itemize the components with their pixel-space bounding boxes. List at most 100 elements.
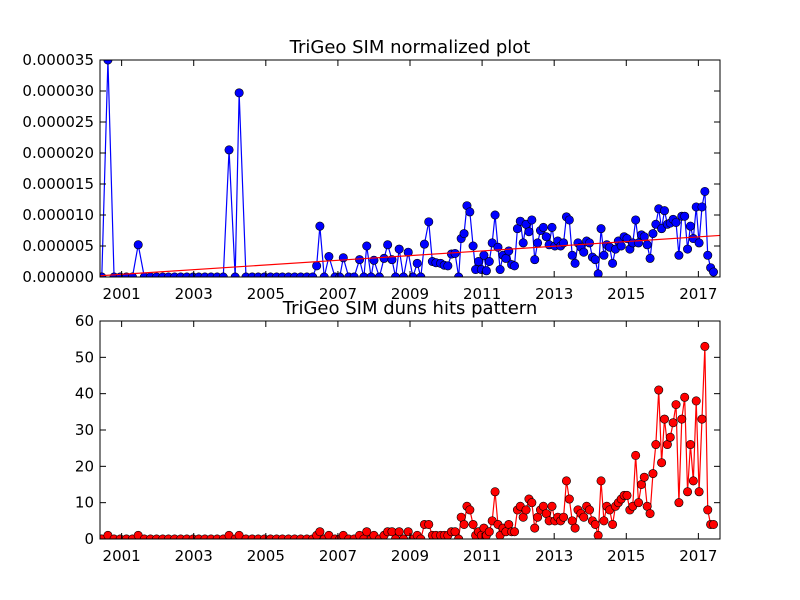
data-point — [561, 476, 571, 486]
data-point — [362, 241, 372, 251]
data-point — [419, 239, 429, 249]
data-point — [683, 244, 693, 254]
data-point — [518, 238, 528, 248]
x-tick-label: 2015 — [607, 285, 645, 303]
data-point — [465, 505, 475, 515]
data-point — [665, 432, 675, 442]
data-point — [570, 523, 580, 533]
data-point — [490, 210, 500, 220]
data-point — [468, 519, 478, 529]
data-point — [659, 414, 669, 424]
data-point — [547, 501, 557, 511]
data-point — [668, 418, 678, 428]
y-tick-label: 0.000025 — [22, 113, 94, 131]
data-point — [403, 247, 413, 257]
data-point — [484, 256, 494, 266]
top-chart-title: TriGeo SIM normalized plot — [289, 37, 531, 58]
trend-line — [100, 234, 720, 277]
data-point — [484, 527, 494, 537]
data-point — [680, 392, 690, 402]
axes-frame — [99, 59, 721, 278]
data-point — [473, 256, 483, 266]
data-point — [481, 266, 491, 276]
x-tick-label: 2001 — [103, 547, 141, 565]
data-point — [622, 490, 632, 500]
data-point — [654, 385, 664, 395]
data-point — [642, 240, 652, 250]
data-point — [424, 217, 434, 227]
data-point — [674, 498, 684, 508]
data-point — [700, 186, 710, 196]
data-point — [234, 88, 244, 98]
data-point — [671, 217, 681, 227]
data-point — [616, 241, 626, 251]
x-tick-label: 2007 — [319, 547, 357, 565]
data-point — [590, 255, 600, 265]
data-point — [671, 400, 681, 410]
x-tick-label: 2005 — [247, 285, 285, 303]
data-point — [103, 60, 113, 65]
data-point — [648, 469, 658, 479]
x-tick-label: 2015 — [607, 547, 645, 565]
data-point — [709, 267, 719, 277]
y-tick-label: 0 — [84, 530, 94, 548]
x-tick-label: 2017 — [679, 285, 717, 303]
data-point — [538, 222, 548, 232]
data-point — [685, 221, 695, 231]
data-point — [512, 224, 522, 234]
data-point — [631, 215, 641, 225]
data-point — [645, 253, 655, 263]
plot-area — [100, 341, 719, 539]
data-point — [700, 341, 710, 351]
data-point — [585, 238, 595, 248]
data-point — [510, 527, 520, 537]
data-point — [387, 255, 397, 265]
data-point — [685, 440, 695, 450]
data-point — [362, 527, 372, 537]
data-point — [133, 240, 143, 250]
y-tick-label: 0.000015 — [22, 175, 94, 193]
data-point — [596, 476, 606, 486]
y-tick-label: 40 — [75, 385, 94, 403]
data-point — [599, 516, 609, 526]
axes-frame — [99, 320, 721, 540]
data-point — [694, 238, 704, 248]
y-tick-label: 20 — [75, 457, 94, 475]
data-point — [683, 487, 693, 497]
data-point — [691, 396, 701, 406]
data-point — [403, 527, 413, 537]
data-point — [559, 512, 569, 522]
data-point — [680, 211, 690, 221]
data-point — [383, 240, 393, 250]
data-point — [564, 215, 574, 225]
data-point — [703, 250, 713, 260]
data-point — [424, 519, 434, 529]
x-tick-label: 2003 — [175, 285, 213, 303]
data-point — [315, 221, 325, 231]
data-point — [648, 229, 658, 239]
data-point — [465, 207, 475, 217]
bottom-chart-title: TriGeo SIM duns hits pattern — [282, 298, 538, 319]
x-tick-label: 2017 — [679, 547, 717, 565]
data-point — [599, 250, 609, 260]
data-point — [585, 505, 595, 515]
x-tick-label: 2011 — [463, 547, 501, 565]
data-point — [697, 202, 707, 212]
x-tick-label: 2011 — [463, 285, 501, 303]
data-point — [567, 250, 577, 260]
data-point — [651, 440, 661, 450]
data-point — [394, 527, 404, 537]
data-point — [450, 527, 460, 537]
data-point — [547, 222, 557, 232]
data-point — [677, 414, 687, 424]
data-point — [530, 255, 540, 265]
data-point — [564, 494, 574, 504]
x-tick-label: 2003 — [175, 547, 213, 565]
data-point — [468, 241, 478, 251]
x-tick-label: 2007 — [319, 285, 357, 303]
data-point — [412, 258, 422, 268]
x-tick-label: 2009 — [391, 547, 429, 565]
y-tick-label: 60 — [75, 312, 94, 330]
data-point — [379, 253, 389, 263]
